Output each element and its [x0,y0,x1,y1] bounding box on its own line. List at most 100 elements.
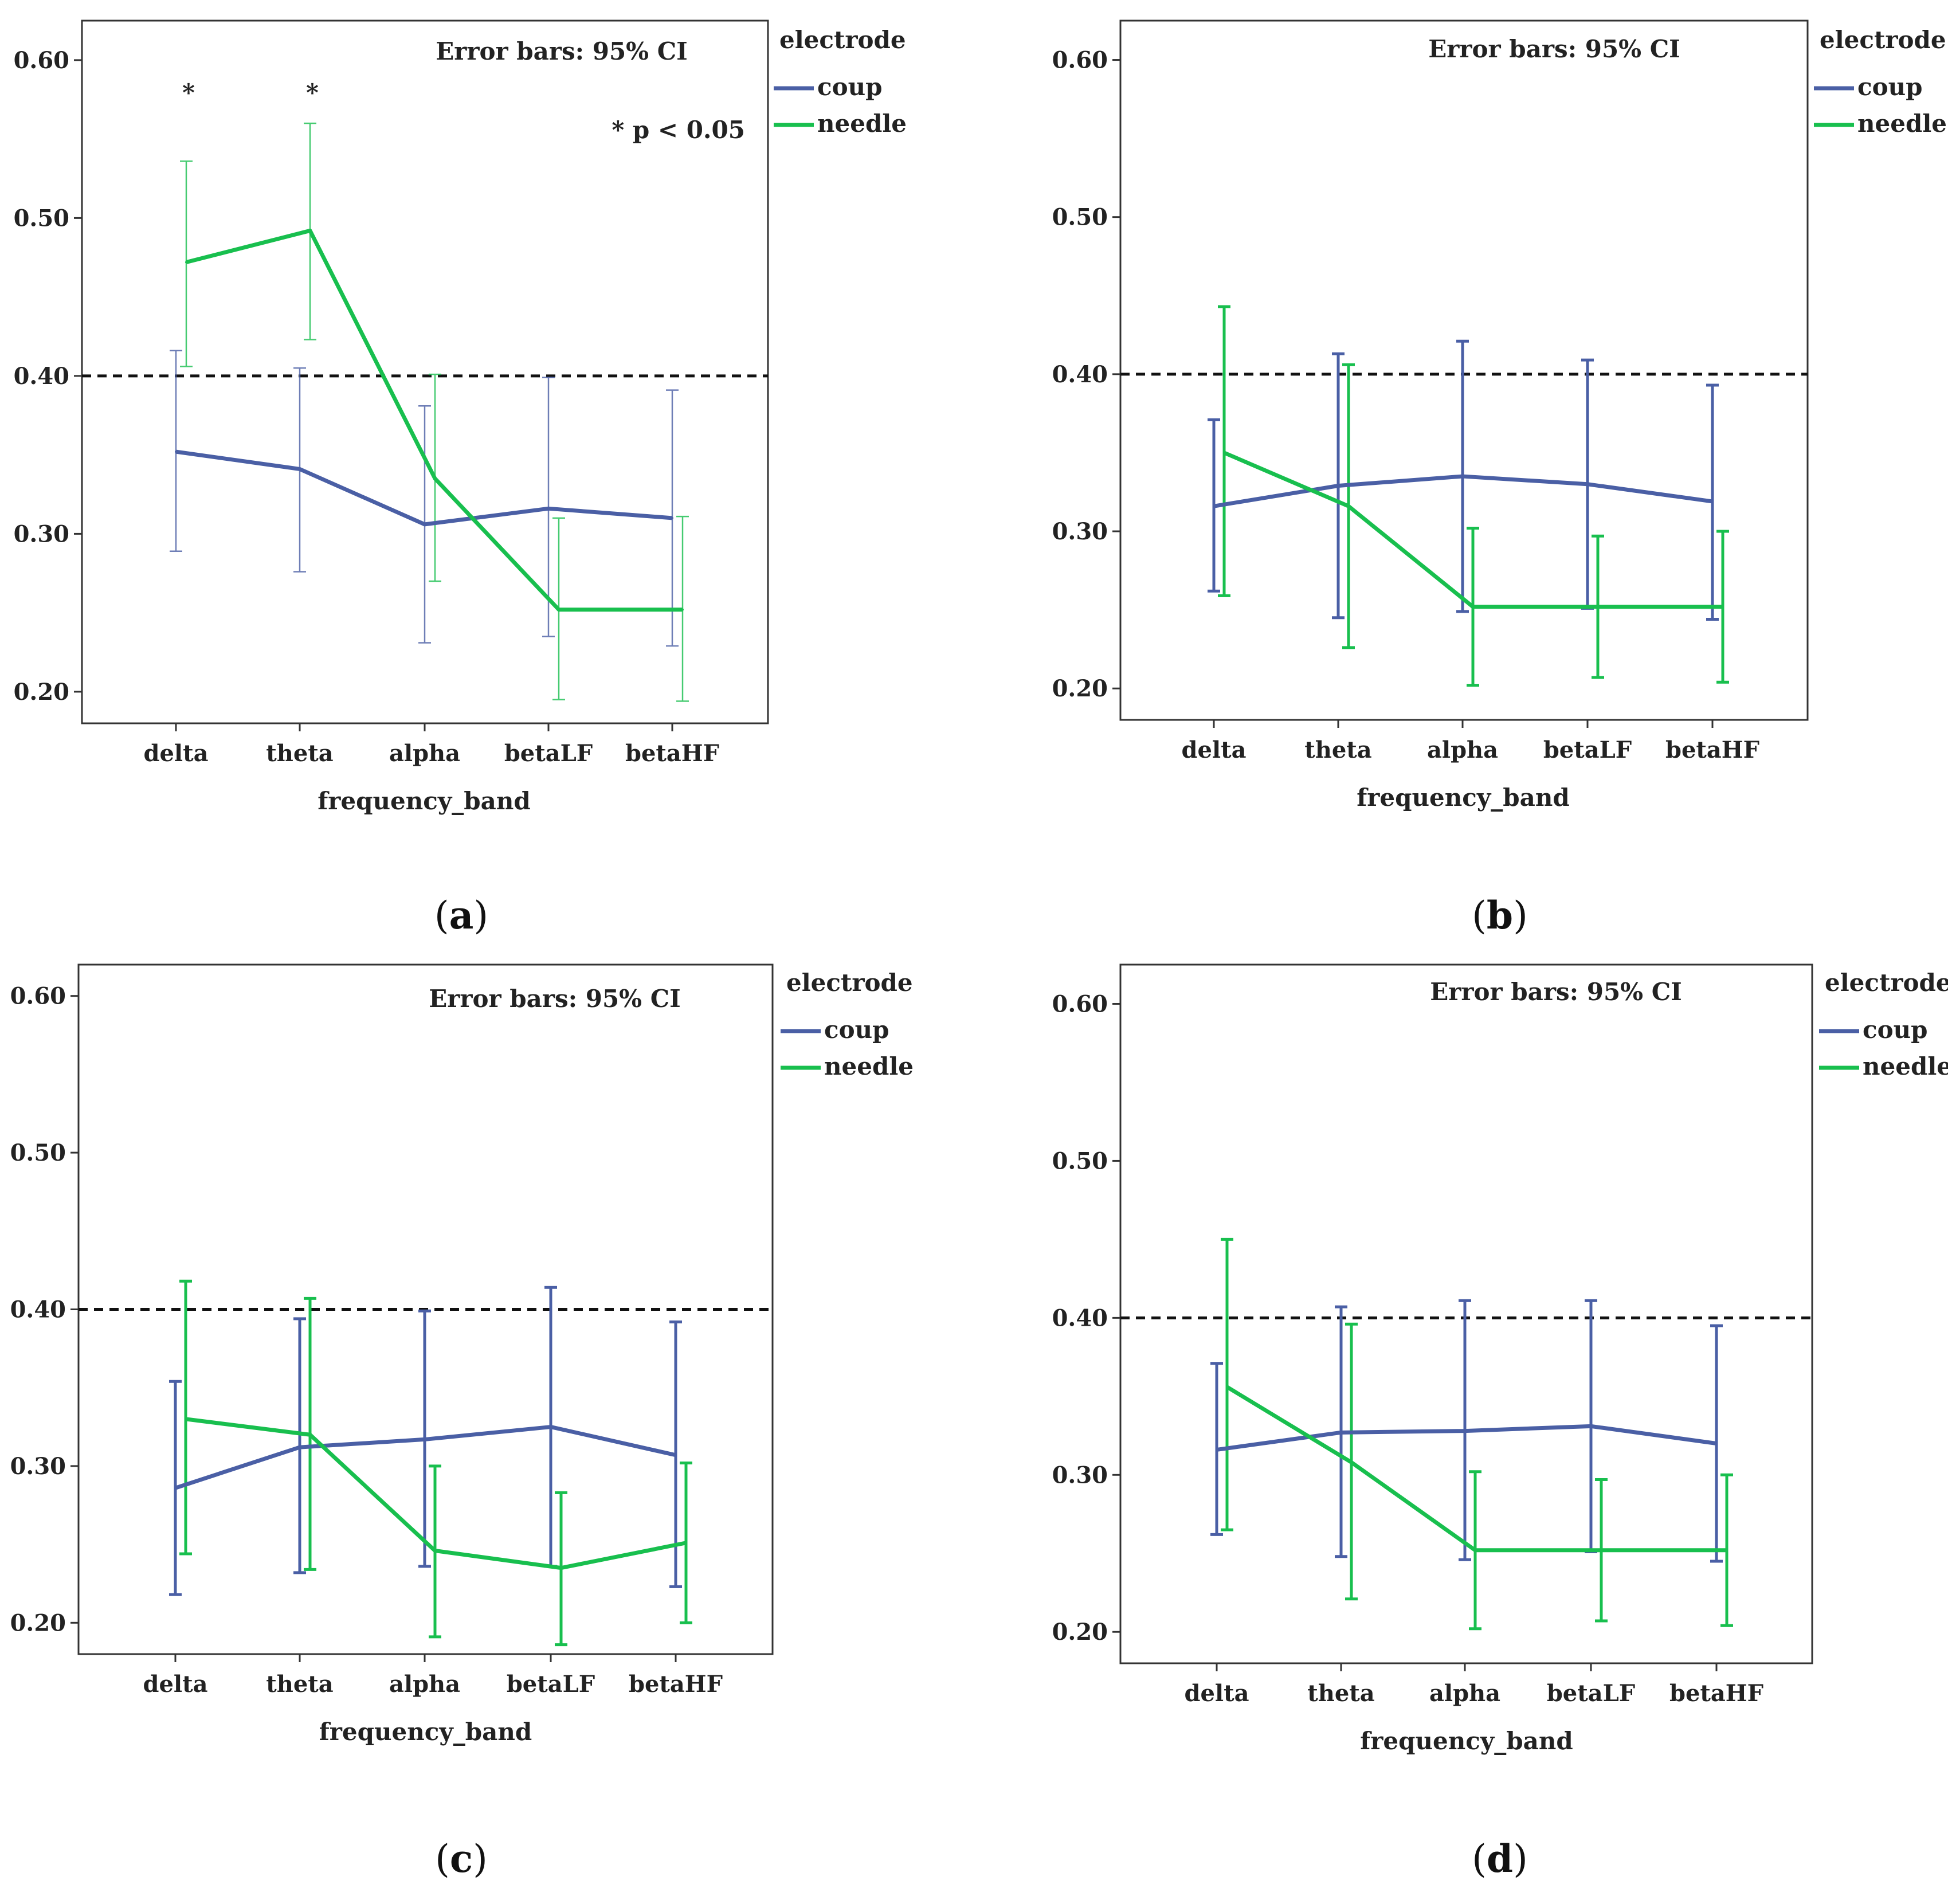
caption-open: ( [435,1837,450,1881]
series-line-needle [1226,1385,1727,1553]
chart-panel-d: 0.20 0.30 0.40 0.50 0.60 delta theta alpha betaL… [1052,963,1948,1881]
chart-panel-a: 0.20 0.30 0.40 0.50 0.60 delta theta alpha betaL… [14,19,907,938]
data-point-needle-betaLF [558,608,560,611]
error-bar-note: Error bars: 95% CI [1430,978,1682,1006]
legend-label-coup: coup [824,1016,889,1044]
data-point-coup-betaLF [1586,483,1589,485]
y-tick-label: 0.40 [14,363,69,390]
data-point-coup-alpha [1464,1429,1466,1432]
error-bar-note: Error bars: 95% CI [436,37,688,65]
panel-caption: (b) [1472,893,1528,938]
data-point-coup-betaLF [1590,1425,1592,1428]
x-tick-label-delta: delta [143,740,208,767]
data-point-needle-theta [1350,1461,1353,1464]
caption-close: ) [473,894,488,938]
data-point-needle-delta [1226,1385,1228,1388]
chart-panel-c: 0.20 0.30 0.40 0.50 0.60 delta theta alpha betaL… [10,963,914,1881]
x-tick-label-alpha: alpha [1429,1680,1500,1707]
x-tick-label-betaHF: betaHF [625,740,719,767]
caption-close: ) [1513,1837,1528,1881]
x-tick-label-alpha: alpha [389,740,460,767]
data-point-needle-theta [1347,505,1350,508]
series-needle [180,122,689,702]
data-point-needle-theta [309,1433,311,1436]
data-point-coup-alpha [1461,475,1464,478]
chart-panel-b: 0.20 0.30 0.40 0.50 0.60 delta theta alpha betaL… [1052,19,1947,938]
y-tick-label: 0.50 [1052,1147,1108,1174]
series-needle [1218,305,1729,687]
caption-letter: d [1487,1836,1513,1881]
y-tick-label: 0.20 [14,679,69,706]
data-point-needle-betaLF [1600,1549,1602,1552]
caption-letter: c [450,1836,473,1881]
data-point-needle-betaHF [685,1541,687,1544]
x-tick-label-theta: theta [1304,736,1371,763]
data-point-coup-betaLF [550,1425,552,1428]
data-point-coup-theta [299,1446,301,1449]
legend: electrode coup needle [1814,26,1947,138]
data-point-needle-betaHF [681,608,684,611]
data-point-coup-alpha [424,523,426,526]
significance-star-delta: * [182,79,195,107]
caption-open: ( [1472,1837,1487,1881]
legend-title: electrode [786,969,913,997]
data-point-needle-alpha [1474,1549,1476,1552]
y-tick-label: 0.60 [1052,990,1108,1017]
y-tick-label: 0.40 [1052,1304,1108,1331]
data-point-needle-betaLF [1597,605,1599,608]
legend-label-needle: needle [1863,1052,1948,1080]
caption-open: ( [434,894,449,938]
data-point-needle-betaHF [1722,605,1724,608]
error-bar-needle-delta [1221,1237,1233,1531]
data-point-needle-delta [185,1417,187,1420]
data-point-coup-theta [1337,484,1339,487]
data-point-coup-delta [175,450,177,453]
x-tick-label-betaLF: betaLF [1547,1680,1635,1707]
panel-caption: (d) [1472,1836,1528,1881]
y-tick-label: 0.40 [1052,361,1108,388]
data-point-coup-theta [1340,1431,1342,1434]
caption-letter: a [449,893,474,938]
data-point-coup-betaHF [1711,500,1714,503]
x-tick-label-betaHF: betaHF [1669,1680,1763,1707]
data-point-needle-alpha [434,477,436,480]
legend-label-needle: needle [824,1052,914,1080]
x-tick-label-delta: delta [143,1671,207,1698]
x-tick-label-betaHF: betaHF [629,1671,723,1698]
error-bar-note: Error bars: 95% CI [1428,35,1680,63]
x-tick-label-betaHF: betaHF [1665,736,1759,763]
data-point-coup-betaHF [675,1454,677,1456]
panel-caption: (a) [434,893,488,938]
significance-star-theta: * [306,79,319,107]
significance-note: * p < 0.05 [612,116,745,144]
legend: electrode coup needle [774,26,907,138]
data-point-coup-betaLF [547,507,550,510]
data-point-coup-delta [174,1487,177,1490]
data-point-needle-delta [1223,451,1225,454]
caption-close: ) [473,1837,488,1881]
series-coup [170,350,679,647]
data-point-coup-betaHF [671,516,673,519]
y-tick-label: 0.40 [10,1296,66,1323]
data-point-needle-betaHF [1726,1549,1728,1552]
x-tick-label-theta: theta [266,1671,333,1698]
legend-label-needle: needle [817,109,907,138]
x-axis-title: frequency_band [318,787,531,815]
data-point-coup-betaHF [1715,1442,1718,1445]
legend: electrode coup needle [781,969,914,1080]
y-tick-label: 0.30 [14,520,69,547]
error-bar-needle-delta [180,160,193,367]
legend-label-coup: coup [1863,1016,1928,1044]
legend-label-coup: coup [817,73,883,101]
x-axis-title: frequency_band [1357,783,1570,812]
x-tick-label-delta: delta [1184,1680,1249,1707]
x-tick-label-theta: theta [266,740,333,767]
plot-frame [1119,963,1813,1664]
legend-title: electrode [779,26,906,54]
series-line-coup [1216,1424,1717,1452]
x-tick-label-alpha: alpha [1427,736,1498,763]
caption-close: ) [1513,894,1528,938]
data-point-coup-delta [1213,505,1215,508]
legend-label-coup: coup [1857,73,1923,101]
